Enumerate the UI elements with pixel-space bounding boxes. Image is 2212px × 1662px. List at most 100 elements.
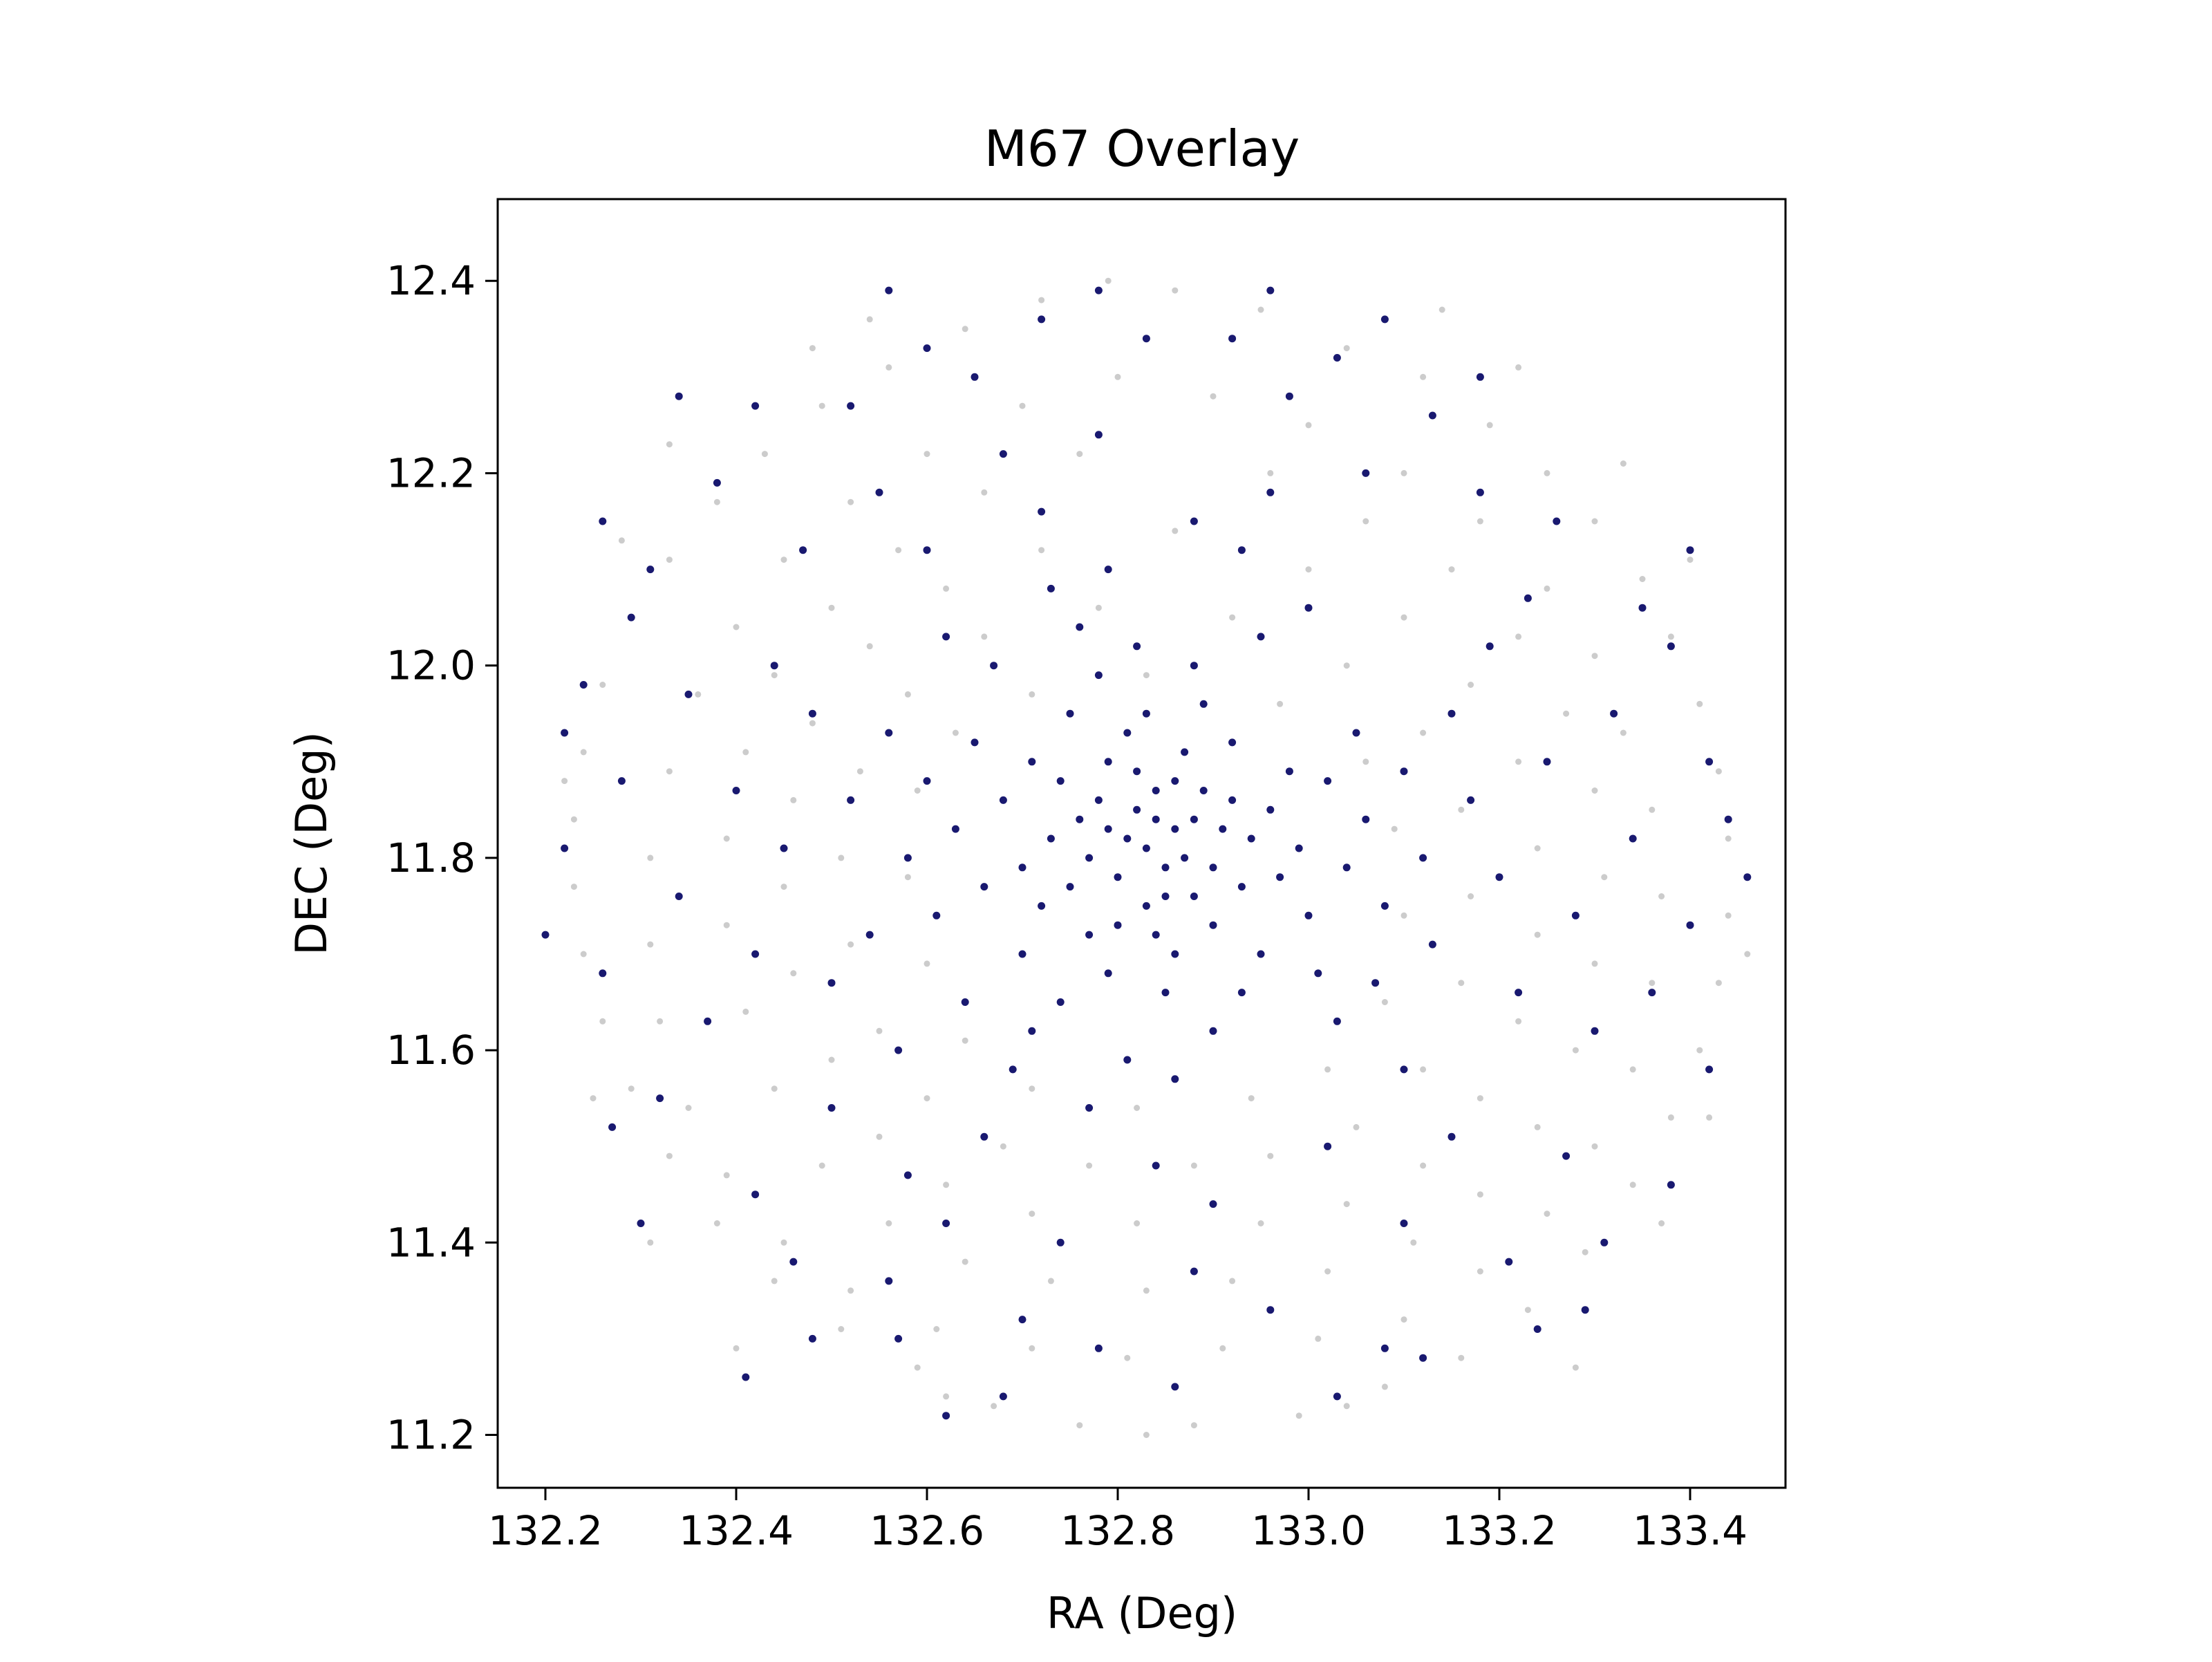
data-point [894,1334,903,1343]
data-point [1467,796,1475,804]
data-point [999,796,1007,804]
data-point [1237,989,1246,997]
data-point [685,1105,692,1111]
data-point [599,969,607,978]
data-point [1142,902,1150,910]
data-point [1104,825,1112,833]
data-point [1190,662,1198,670]
data-point [1715,980,1722,987]
data-point [1400,469,1407,476]
data-point [1515,633,1522,640]
data-point [1419,854,1427,862]
series-1 [541,286,1752,1420]
data-point [561,778,568,785]
data-point [1477,518,1483,525]
data-point [1428,411,1436,420]
data-point [923,344,931,353]
data-point [1544,585,1550,592]
data-point [1114,921,1122,929]
data-point [1648,989,1656,997]
data-point [866,316,873,323]
data-point [1085,854,1094,862]
data-point [809,720,816,727]
data-point [1620,729,1627,736]
data-point [1476,488,1484,496]
data-point [1324,777,1332,785]
data-point [1104,969,1112,978]
data-point [1029,1345,1035,1352]
data-point [1667,642,1675,651]
data-point [1371,979,1380,987]
data-point [1572,1364,1579,1371]
data-point [1038,297,1045,304]
data-point [962,1258,968,1265]
x-tick-label: 133.0 [1251,1507,1366,1554]
data-point [1582,1249,1588,1255]
data-point [647,855,654,861]
data-point [981,633,988,640]
data-point [723,922,730,928]
data-point [1649,980,1656,987]
data-point [570,816,577,823]
data-point [713,1220,720,1226]
data-point [561,844,569,852]
data-point [1209,863,1217,872]
data-point [608,1123,617,1131]
data-point [1028,1027,1036,1035]
data-point [1143,1432,1150,1438]
data-point [999,450,1007,458]
data-point [1266,805,1275,814]
data-point [1142,335,1150,343]
data-point [923,546,931,554]
data-point [1649,806,1656,813]
data-point [561,729,569,737]
data-point [827,1104,836,1112]
data-point [1314,969,1322,978]
data-point [1705,1065,1714,1074]
data-point [1400,1316,1407,1323]
data-point [1524,594,1532,602]
data-point [1094,431,1103,439]
data-point [1085,1104,1094,1112]
data-point [733,624,740,631]
data-point [1143,672,1150,679]
data-point [1285,392,1293,400]
data-point [780,884,787,890]
data-point [1152,787,1160,794]
y-tick-label: 12.2 [386,449,476,496]
data-point [1342,863,1351,872]
data-point [1190,1422,1197,1429]
data-point [1257,306,1264,313]
data-point [1086,1162,1093,1169]
data-point [1161,989,1170,997]
data-point [943,1182,950,1188]
data-point [1515,758,1522,765]
data-point [904,691,911,698]
data-point [1428,940,1436,949]
data-point [1257,633,1265,641]
data-point [1152,931,1160,939]
x-tick-label: 132.6 [870,1507,984,1554]
data-point [885,286,893,295]
data-point [1601,874,1608,881]
data-point [599,1018,606,1025]
data-point [847,941,854,948]
data-point [1094,671,1103,680]
data-point [1343,345,1350,352]
data-point [818,1162,825,1169]
data-point [1161,893,1170,900]
data-point [780,844,788,852]
data-point [789,1258,798,1266]
data-point [1209,1027,1217,1035]
data-point [1267,469,1274,476]
data-point [1333,1392,1341,1401]
data-point [1038,507,1046,516]
data-point [1094,286,1103,295]
data-point [1534,931,1541,938]
data-point [646,566,655,574]
data-point [1333,354,1341,362]
data-point [1705,758,1714,766]
data-point [1324,1066,1331,1073]
data-point [1133,767,1141,776]
data-point [943,1393,950,1400]
